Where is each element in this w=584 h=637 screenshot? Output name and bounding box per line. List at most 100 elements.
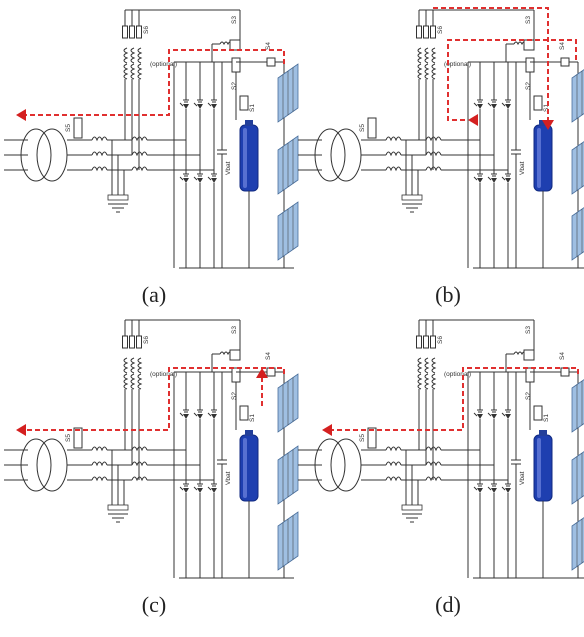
s5-switch <box>73 117 83 139</box>
igbt-switch <box>487 168 497 192</box>
inductor <box>130 47 136 64</box>
power-flow-path <box>433 7 549 125</box>
s4-label: S4 <box>559 352 566 360</box>
diode-symbol <box>183 414 189 419</box>
inductor <box>137 47 143 64</box>
s6-switch <box>430 335 436 349</box>
s3-label: S3 <box>231 16 238 24</box>
pv-panel <box>571 141 584 195</box>
gate-lead <box>193 486 198 491</box>
igbt-switch <box>193 478 203 502</box>
transformer-primary <box>314 438 346 492</box>
s6-switch <box>423 335 429 349</box>
igbt-switch <box>193 94 203 118</box>
transformer-secondary <box>330 128 362 182</box>
s2-label: S2 <box>525 82 532 90</box>
battery-highlight <box>537 128 541 188</box>
igbt-switch <box>473 94 483 118</box>
transformer-secondary <box>330 438 362 492</box>
filter-capacitor <box>107 504 129 511</box>
s6-switch <box>416 25 422 39</box>
flow-arrow <box>322 424 332 436</box>
gate-lead <box>179 486 184 491</box>
panel-caption: (b) <box>435 282 461 307</box>
s4-label: S4 <box>265 42 272 50</box>
diode-symbol <box>197 488 203 493</box>
inductor <box>417 63 423 80</box>
gate-lead <box>473 102 478 107</box>
s3-label: S3 <box>525 326 532 334</box>
s6-switch <box>129 335 135 349</box>
battery <box>533 434 553 502</box>
diode-symbol <box>477 178 483 183</box>
igbt-switch <box>207 404 217 428</box>
diode-symbol <box>505 414 511 419</box>
pv-panel <box>571 207 584 261</box>
inductor <box>385 476 402 482</box>
diode-symbol <box>211 414 217 419</box>
diode-symbol <box>505 104 511 109</box>
panel-d: S5 S6 (optional) S3 S2 S4 S1 Vbat (d) <box>298 319 584 617</box>
inductor <box>385 446 402 452</box>
igbt-switch <box>207 94 217 118</box>
diode-symbol <box>183 178 189 183</box>
s6-switch <box>122 25 128 39</box>
s3-label: S3 <box>231 326 238 334</box>
panel-caption: (c) <box>142 592 166 617</box>
inductor <box>424 373 430 390</box>
s5-switch <box>367 117 377 139</box>
diode-symbol <box>505 488 511 493</box>
igbt-switch <box>193 168 203 192</box>
s2-label: S2 <box>525 392 532 400</box>
battery-terminal <box>245 120 253 126</box>
battery-terminal <box>245 430 253 436</box>
gate-lead <box>487 486 492 491</box>
inductor <box>130 373 136 390</box>
gate-lead <box>487 412 492 417</box>
s3-label: S3 <box>525 16 532 24</box>
diode-symbol <box>197 178 203 183</box>
inductor <box>385 166 402 172</box>
s4-switch <box>266 367 276 377</box>
s6-switch <box>430 25 436 39</box>
s4-label: S4 <box>559 42 566 50</box>
panel-a: S5 S6 (optional) S3 S2 S4 S1 Vbat (a) <box>4 9 299 307</box>
diode-symbol <box>211 178 217 183</box>
inductor <box>417 373 423 390</box>
gate-lead <box>501 176 506 181</box>
battery-terminal <box>539 430 547 436</box>
diode-symbol <box>491 178 497 183</box>
inductor <box>431 47 437 64</box>
diode-symbol <box>197 104 203 109</box>
inductor <box>91 476 108 482</box>
flow-arrow <box>468 114 478 126</box>
battery <box>239 434 259 502</box>
gate-lead <box>193 102 198 107</box>
gate-lead <box>501 102 506 107</box>
inductor <box>91 166 108 172</box>
vbat-label: Vbat <box>225 471 232 485</box>
gate-lead <box>179 176 184 181</box>
s2-switch <box>231 367 241 383</box>
battery-highlight <box>243 128 247 188</box>
battery-highlight <box>243 438 247 498</box>
s5-label: S5 <box>359 124 366 132</box>
s1-label: S1 <box>543 104 550 112</box>
s5-label: S5 <box>65 434 72 442</box>
gate-lead <box>487 176 492 181</box>
igbt-switch <box>501 478 511 502</box>
diode-symbol <box>197 414 203 419</box>
igbt-switch <box>473 478 483 502</box>
igbt-switch <box>501 168 511 192</box>
igbt-switch <box>207 168 217 192</box>
inductor <box>123 63 129 80</box>
transformer-primary <box>20 128 52 182</box>
s5-switch <box>73 427 83 449</box>
flow-arrow <box>16 109 26 121</box>
inductor <box>137 373 143 390</box>
s3-switch <box>229 39 241 51</box>
igbt-switch <box>179 168 189 192</box>
s4-label: S4 <box>265 352 272 360</box>
s3-switch <box>229 349 241 361</box>
